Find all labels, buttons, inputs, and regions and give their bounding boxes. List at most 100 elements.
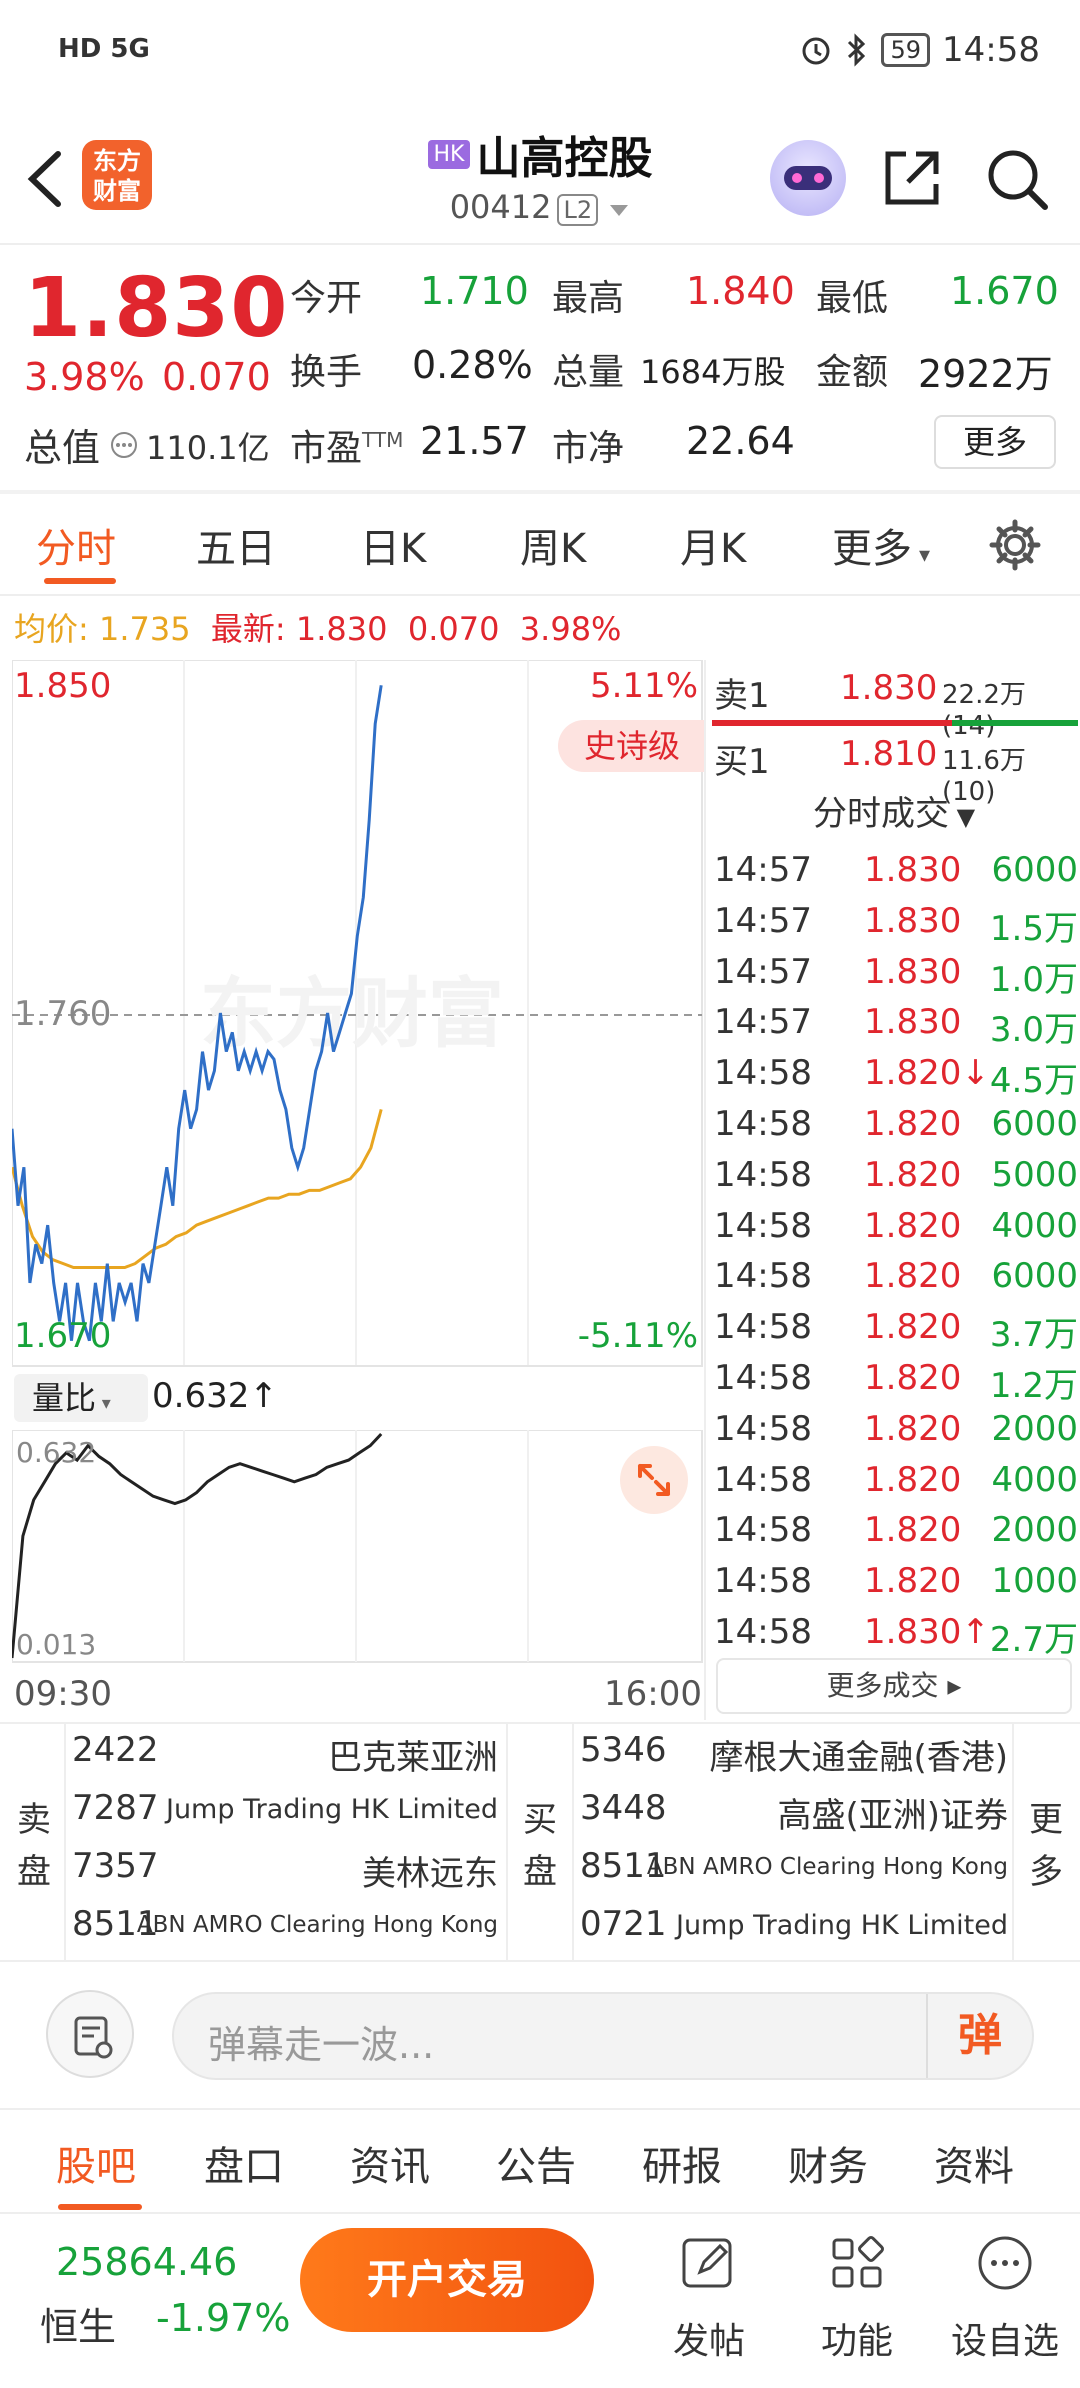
- volume-ratio-line: [10, 1432, 383, 1659]
- sell-broker-name: ABN AMRO Clearing Hong Kong: [136, 1912, 498, 1938]
- info-dots-icon[interactable]: [110, 431, 138, 459]
- grid-icon: [832, 2236, 884, 2288]
- tab-guba[interactable]: 股吧: [56, 2144, 136, 2190]
- tab-financials[interactable]: 财务: [788, 2144, 868, 2190]
- tab-announcements[interactable]: 公告: [496, 2144, 576, 2190]
- app-header: 东方 财富 HK 山高控股 00412 L2: [0, 110, 1080, 245]
- note-settings-icon[interactable]: [46, 1990, 134, 2078]
- turnover-value: 0.28%: [412, 343, 533, 387]
- tab-intraday[interactable]: 分时: [36, 526, 116, 572]
- network-indicator: HD 5G: [58, 34, 150, 64]
- intraday-chart-svg: 东方财富: [10, 659, 703, 1367]
- stock-code-selector[interactable]: 00412 L2: [0, 188, 1080, 226]
- pb-label: 市净: [552, 428, 625, 469]
- search-icon[interactable]: [984, 146, 1050, 212]
- open-account-trade-button[interactable]: 开户交易: [300, 2228, 594, 2332]
- sell-side-label: 卖盘: [17, 1800, 51, 1892]
- trade-row: 14:57 1.830 1.5万: [714, 900, 1078, 949]
- market-cap-value: 110.1亿: [146, 429, 270, 467]
- gear-icon[interactable]: [988, 518, 1042, 572]
- buy-broker-code: 0721: [580, 1904, 667, 1944]
- add-watchlist-button[interactable]: 设自选: [940, 2228, 1070, 2368]
- expand-icon[interactable]: [620, 1446, 688, 1514]
- order-book: 卖1 1.830 22.2万(14) 买1 1.810 11.6万(10) 分时成交 ▼…: [708, 660, 1080, 1714]
- time-end-label: 16:00: [604, 1674, 702, 1714]
- trade-row: 14:58 1.820 6000: [714, 1104, 1078, 1144]
- trade-row: 14:58 1.820 3.7万: [714, 1307, 1078, 1356]
- low-label: 最低: [816, 278, 889, 319]
- latest-change: 0.070: [407, 610, 500, 648]
- tab-pankou[interactable]: 盘口: [204, 2144, 284, 2190]
- share-icon[interactable]: [880, 146, 944, 210]
- buy-broker-code: 3448: [580, 1788, 667, 1828]
- buy-broker-code: 8511: [580, 1846, 667, 1886]
- trade-row: 14:58 1.820 1000: [714, 1561, 1078, 1602]
- y-min-label: 1.670: [14, 1316, 112, 1356]
- buy-side-label: 买盘: [523, 1800, 557, 1892]
- ai-assistant-icon[interactable]: [770, 140, 846, 216]
- trade-row: 14:58 1.820 1.2万: [714, 1358, 1078, 1406]
- post-button[interactable]: 发帖: [644, 2228, 774, 2368]
- tab-daily-k[interactable]: 日K: [360, 526, 427, 572]
- latest-value: 1.830: [295, 610, 388, 648]
- change-amount: 0.070: [162, 355, 271, 399]
- danmaku-toggle-button[interactable]: 弹: [926, 1994, 1032, 2078]
- broker-queue: 卖盘 2422 巴克莱亚洲 7287 Jump Trading HK Limit…: [0, 1722, 1080, 1962]
- avg-value: 1.735: [98, 610, 191, 648]
- ask-row: 卖1 1.830 22.2万(14): [714, 668, 1026, 741]
- more-trades-button[interactable]: 更多成交 ▸: [716, 1658, 1072, 1714]
- sell-broker-name: Jump Trading HK Limited: [165, 1794, 498, 1825]
- battery-indicator: 59: [881, 33, 931, 67]
- indicator-selector[interactable]: 量比 ▾: [14, 1374, 148, 1422]
- back-arrow-icon[interactable]: [20, 144, 70, 214]
- price-line: [10, 685, 383, 1342]
- pct-min-label: -5.11%: [577, 1316, 698, 1356]
- tab-more[interactable]: 更多 ▾: [832, 526, 931, 572]
- index-value: 25864.46: [56, 2240, 238, 2284]
- content-tabs: 股吧 盘口 资讯 公告 研报 财务 资料: [0, 2112, 1080, 2212]
- open-label: 今开: [290, 278, 363, 319]
- tab-profile[interactable]: 资料: [934, 2144, 1014, 2190]
- broker-more-button[interactable]: 更多: [1029, 1800, 1063, 1892]
- buy-broker-name: 高盛(亚洲)证券: [777, 1796, 1008, 1836]
- sell-broker-code: 2422: [72, 1730, 159, 1770]
- stock-code: 00412: [449, 188, 552, 226]
- tab-research[interactable]: 研报: [642, 2144, 722, 2190]
- last-price: 1.830: [24, 261, 289, 356]
- more-dots-icon: [978, 2236, 1032, 2290]
- tab-weekly-k[interactable]: 周K: [520, 526, 587, 572]
- edit-icon: [682, 2238, 732, 2288]
- chart-period-tabs: 分时 五日 日K 周K 月K 更多 ▾: [0, 494, 1080, 594]
- tab-five-day[interactable]: 五日: [196, 526, 276, 572]
- volume-ratio-current: 0.632↑: [152, 1376, 278, 1416]
- quote-more-button[interactable]: 更多: [934, 415, 1056, 469]
- tab-news[interactable]: 资讯: [350, 2144, 430, 2190]
- danmaku-input[interactable]: 弹幕走一波... 弹: [172, 1992, 1034, 2080]
- low-value: 1.670: [950, 269, 1059, 313]
- trade-ticker-header[interactable]: 分时成交 ▼: [812, 794, 976, 834]
- volume-ratio-chart: 0.632 0.013: [10, 1429, 704, 1666]
- change-percent: 3.98%: [24, 355, 145, 399]
- trade-row: 14:58 1.820 6000: [714, 1256, 1078, 1297]
- amount-value: 2922万: [918, 352, 1053, 396]
- index-change: -1.97%: [156, 2296, 291, 2340]
- pe-value: 21.57: [420, 419, 529, 463]
- y-mid-label: 1.760: [14, 994, 112, 1034]
- trade-row: 14:58 1.820 2000: [714, 1408, 1078, 1449]
- sell-broker-code: 8511: [72, 1904, 159, 1944]
- avg-label: 均价:: [14, 610, 89, 648]
- trade-row: 14:57 1.830 6000: [714, 850, 1078, 890]
- bluetooth-icon: [848, 33, 866, 67]
- high-label: 最高: [552, 278, 625, 319]
- turnover-label: 换手: [290, 352, 363, 393]
- app-logo: 东方 财富: [82, 140, 152, 210]
- tab-monthly-k[interactable]: 月K: [680, 526, 747, 572]
- trade-row: 14:57 1.830 3.0万: [714, 1002, 1078, 1051]
- epic-badge[interactable]: 史诗级: [558, 720, 706, 772]
- functions-button[interactable]: 功能: [792, 2228, 922, 2368]
- buy-broker-name: ABN AMRO Clearing Hong Kong: [646, 1854, 1008, 1880]
- bid-row: 买1 1.810 11.6万(10): [714, 734, 1026, 807]
- pct-max-label: 5.11%: [589, 666, 698, 706]
- intraday-chart[interactable]: 东方财富 1.850 1.760 1.670 5.11% -5.11% 史诗级: [10, 659, 706, 1370]
- trade-row: 14:58 1.820 2000: [714, 1510, 1078, 1551]
